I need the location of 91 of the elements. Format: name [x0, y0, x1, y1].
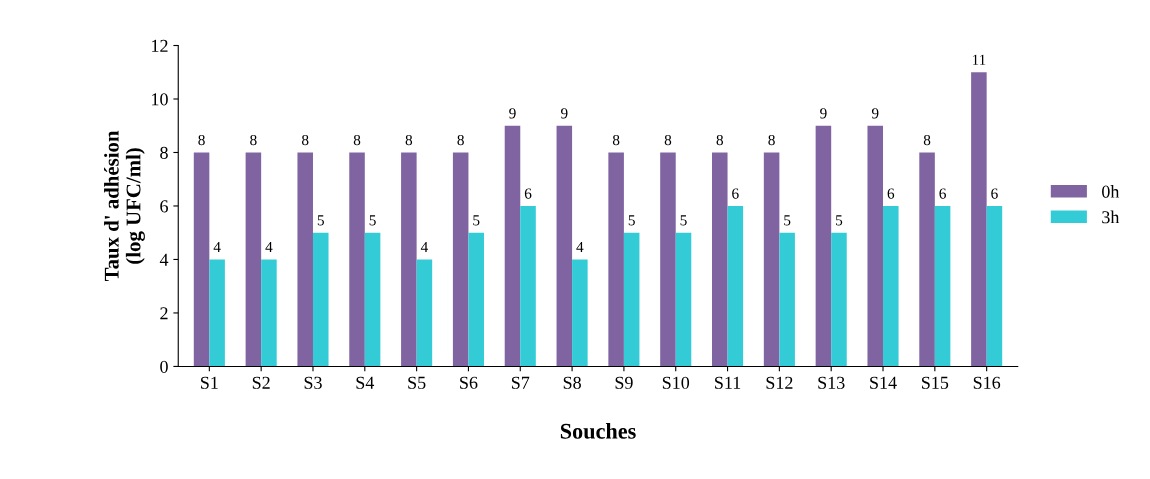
bar [520, 205, 536, 367]
bar [986, 205, 1003, 367]
bar [623, 232, 640, 367]
data-label: 8 [664, 134, 672, 146]
x-tick-label: S8 [563, 376, 581, 389]
data-label: 9 [820, 108, 827, 119]
bar [572, 259, 588, 367]
data-label: 5 [369, 215, 376, 226]
x-tick-label: S10 [662, 376, 690, 389]
bar [261, 259, 277, 367]
data-label: 4 [576, 241, 584, 253]
y-axis-title: Taux d' adhésion (log UFC/ml) [104, 130, 145, 282]
bar [209, 259, 225, 367]
bar [193, 152, 210, 367]
x-tick-label: S15 [922, 376, 949, 389]
y-tick-label: 2 [160, 307, 168, 320]
data-label: 8 [923, 134, 931, 146]
bar [883, 205, 899, 367]
x-tick-label: S13 [818, 376, 845, 389]
bar [779, 232, 795, 367]
bar [660, 152, 676, 367]
bar [763, 152, 780, 367]
bar [416, 259, 433, 367]
x-tick-label: S14 [870, 376, 897, 389]
data-label: 8 [716, 134, 724, 146]
data-label: 6 [991, 188, 998, 199]
x-tick-label: S2 [252, 376, 270, 389]
data-label: 4 [213, 241, 221, 253]
data-label: 5 [836, 215, 843, 226]
x-tick-label: S11 [715, 376, 741, 389]
data-label: 8 [612, 134, 620, 146]
x-tick-label: S6 [460, 376, 478, 389]
bar [349, 152, 365, 367]
bar [675, 232, 692, 367]
data-label: 8 [768, 134, 775, 146]
data-label: 6 [939, 188, 946, 199]
bar [401, 152, 417, 367]
bar [608, 152, 624, 367]
x-tick-label: S3 [304, 376, 322, 389]
bar [831, 232, 847, 367]
data-label: 8 [457, 134, 464, 146]
bar [245, 152, 262, 367]
bar [867, 125, 884, 367]
bar [504, 125, 521, 367]
y-tick-label: 8 [160, 146, 168, 159]
bar [452, 152, 469, 367]
data-label: 5 [784, 215, 791, 226]
x-axis-title: Souches [560, 423, 636, 439]
x-tick-label: S16 [973, 376, 1001, 389]
bar [971, 72, 987, 367]
bar [815, 125, 832, 367]
legend-label: 3h [1102, 210, 1120, 224]
data-label: 4 [420, 241, 428, 253]
data-label: 9 [871, 108, 879, 119]
data-label: 5 [680, 215, 687, 226]
bar [297, 152, 313, 367]
data-label: 8 [250, 134, 257, 146]
data-label: 8 [353, 134, 361, 146]
x-tick-label: S7 [511, 376, 530, 389]
bar [468, 232, 484, 367]
data-label: 8 [301, 134, 309, 146]
bar [364, 232, 381, 367]
y-tick-label: 0 [160, 360, 168, 373]
data-label: 6 [887, 188, 895, 199]
y-tick-label: 10 [152, 93, 168, 106]
data-label: 5 [317, 215, 324, 226]
x-tick-label: S4 [356, 376, 375, 389]
y-tick-label: 12 [152, 39, 168, 52]
y-tick-label: 4 [159, 253, 169, 266]
data-label: 9 [560, 108, 568, 119]
bar [556, 125, 573, 367]
x-tick-label: S1 [201, 376, 218, 389]
x-tick-label: S9 [615, 376, 633, 389]
data-label: 6 [732, 188, 739, 199]
data-label: 9 [509, 108, 516, 119]
y-tick-label: 6 [160, 200, 168, 213]
data-label: 11 [972, 54, 986, 65]
x-tick-label: S12 [766, 376, 793, 389]
data-label: 5 [473, 215, 480, 226]
bar [312, 232, 329, 367]
data-label: 6 [524, 188, 532, 199]
data-label: 5 [628, 215, 635, 226]
legend-label: 0h [1102, 185, 1120, 198]
data-label: 8 [405, 134, 413, 146]
x-tick-label: S5 [408, 376, 426, 389]
bar [712, 152, 728, 367]
bar [934, 205, 951, 367]
data-label: 8 [198, 134, 205, 146]
bar [727, 205, 744, 367]
bar [919, 152, 935, 367]
data-label: 4 [265, 241, 273, 253]
